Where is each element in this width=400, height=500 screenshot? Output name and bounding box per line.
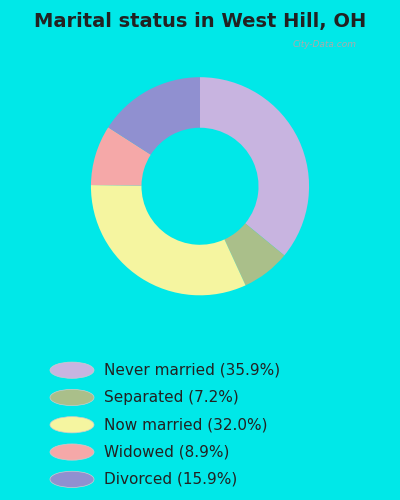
Circle shape <box>50 444 94 460</box>
Text: Now married (32.0%): Now married (32.0%) <box>104 418 268 432</box>
Text: Widowed (8.9%): Widowed (8.9%) <box>104 444 229 460</box>
Text: Divorced (15.9%): Divorced (15.9%) <box>104 472 237 487</box>
Text: Marital status in West Hill, OH: Marital status in West Hill, OH <box>34 12 366 32</box>
Text: Separated (7.2%): Separated (7.2%) <box>104 390 239 405</box>
Wedge shape <box>91 128 151 186</box>
Wedge shape <box>224 224 284 286</box>
Wedge shape <box>108 77 200 154</box>
Wedge shape <box>91 185 246 296</box>
Circle shape <box>50 362 94 378</box>
Wedge shape <box>200 77 309 256</box>
Circle shape <box>50 390 94 406</box>
Text: City-Data.com: City-Data.com <box>292 40 356 49</box>
Circle shape <box>50 416 94 433</box>
Circle shape <box>50 471 94 488</box>
Text: Never married (35.9%): Never married (35.9%) <box>104 362 280 378</box>
